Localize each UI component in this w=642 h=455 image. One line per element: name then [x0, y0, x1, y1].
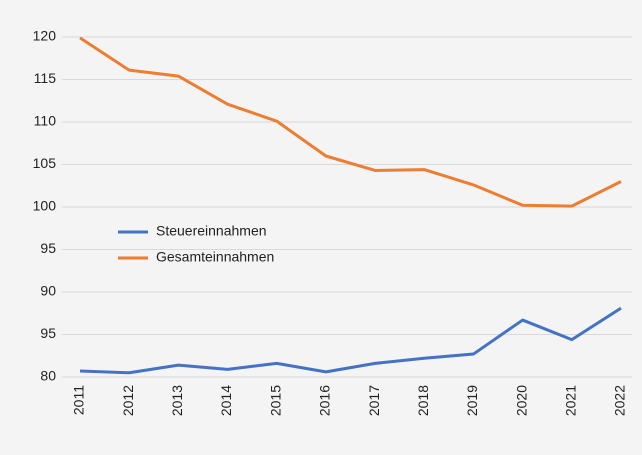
- y-tick-label: 100: [33, 198, 57, 214]
- x-tick-label: 2021: [563, 385, 579, 416]
- x-tick-label: 2018: [415, 385, 431, 416]
- x-tick-label: 2011: [71, 385, 87, 415]
- x-tick-label: 2014: [218, 385, 234, 416]
- x-tick-label: 2022: [612, 385, 628, 416]
- y-tick-label: 120: [33, 28, 57, 44]
- x-tick-label: 2019: [464, 385, 480, 416]
- y-tick-label: 115: [34, 70, 57, 86]
- y-tick-label: 105: [33, 155, 57, 171]
- legend-label: Gesamteinnahmen: [156, 249, 274, 265]
- x-tick-label: 2016: [317, 385, 333, 416]
- y-tick-label: 80: [40, 368, 56, 384]
- x-tick-label: 2012: [120, 385, 136, 416]
- x-tick-label: 2017: [366, 385, 382, 416]
- series-line: [79, 36, 622, 208]
- x-tick-label: 2013: [169, 385, 185, 416]
- y-tick-label: 95: [40, 325, 56, 341]
- legend-label: Steuereinnahmen: [156, 223, 267, 239]
- x-tick-label: 2020: [513, 385, 529, 416]
- x-tick-label: 2015: [267, 385, 283, 416]
- y-tick-label: 110: [34, 113, 57, 129]
- series-line: [79, 306, 622, 375]
- y-tick-label: 95: [40, 240, 56, 256]
- y-tick-label: 90: [40, 283, 56, 299]
